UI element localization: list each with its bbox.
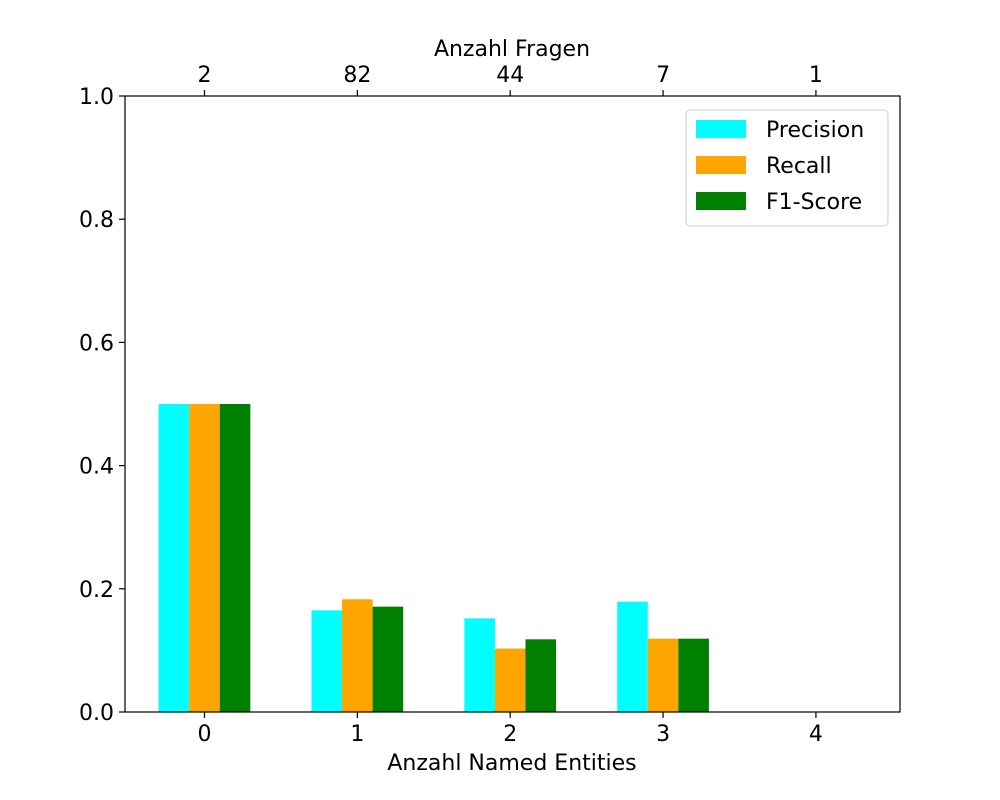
x-tick-label: 2 [503, 722, 517, 747]
bar-f1-score-2 [525, 639, 557, 712]
x-tick-label: 1 [350, 722, 364, 747]
top-x-tick-label: 44 [496, 63, 524, 88]
bar-recall-1 [342, 599, 373, 712]
bars-group [158, 404, 709, 712]
y-tick-label: 0.8 [79, 208, 114, 233]
y-tick-label: 0.0 [79, 701, 114, 726]
top-x-tick-label: 1 [809, 63, 823, 88]
bar-precision-1 [311, 610, 343, 712]
legend-swatch-recall [696, 156, 746, 174]
y-tick-label: 1.0 [79, 85, 114, 110]
legend-swatch-precision [696, 120, 746, 138]
plot-area-frame [124, 95, 901, 713]
top-x-axis: 2 82 44 7 1 [197, 63, 823, 96]
bar-recall-2 [494, 648, 526, 712]
top-x-tick-label: 7 [656, 63, 670, 88]
bar-f1-score-1 [372, 606, 404, 712]
legend-label-precision: Precision [766, 118, 864, 143]
bar-recall-0 [189, 404, 220, 712]
y-tick-label: 0.6 [79, 331, 114, 356]
bar-precision-2 [464, 618, 495, 712]
bar-precision-3 [617, 601, 648, 712]
bar-precision-0 [158, 404, 190, 712]
y-tick-label: 0.4 [79, 455, 114, 480]
bar-f1-score-3 [678, 638, 709, 712]
legend-label-recall: Recall [766, 154, 832, 179]
legend: Precision Recall F1-Score [685, 109, 889, 227]
x-axis-title: Anzahl Named Entities [387, 751, 636, 776]
top-x-tick-label: 2 [197, 63, 211, 88]
legend-label-f1-score: F1-Score [766, 190, 862, 215]
x-tick-label: 0 [197, 722, 211, 747]
top-x-tick-label: 82 [343, 63, 371, 88]
x-tick-label: 3 [656, 722, 670, 747]
top-x-axis-title: Anzahl Fragen [434, 37, 590, 62]
legend-swatch-f1-score [696, 192, 746, 210]
x-axis: 0 1 2 3 4 [197, 712, 823, 747]
y-tick-label: 0.2 [79, 578, 114, 603]
y-axis: 0.0 0.2 0.4 0.6 0.8 1.0 [79, 85, 125, 726]
x-tick-label: 4 [809, 722, 823, 747]
bar-recall-3 [647, 638, 679, 712]
bar-f1-score-0 [219, 404, 251, 712]
